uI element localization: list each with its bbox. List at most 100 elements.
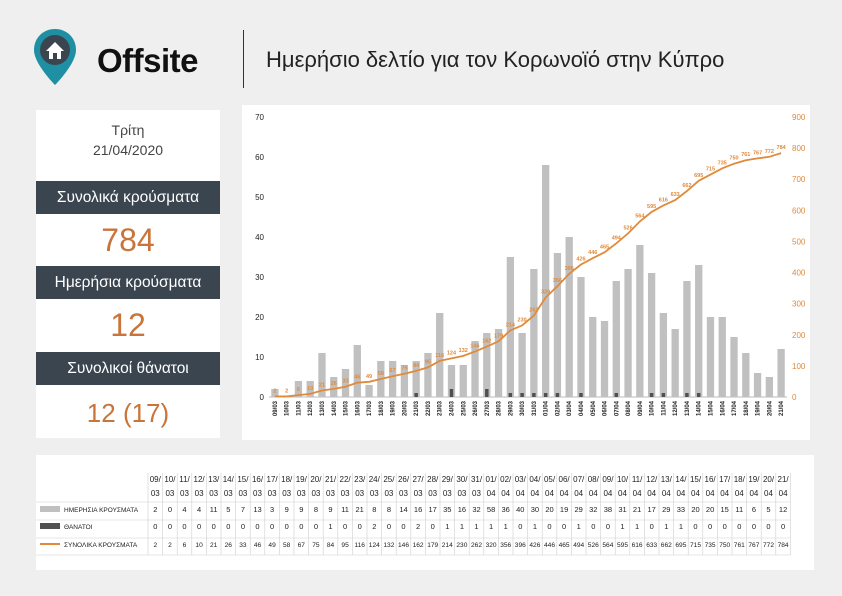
table-cell: 735	[705, 542, 716, 549]
table-cell: 0	[708, 522, 712, 531]
daily-cases-bar	[341, 369, 350, 397]
daily-cases-bar	[506, 257, 514, 397]
table-cell: 0	[606, 522, 610, 531]
table-cell: 58	[283, 542, 291, 549]
chart-panel: 0 10 20 30 40 50 60 70 0 100 200 300 400 500 600 700 800…	[242, 105, 810, 440]
table-cell: 33	[239, 542, 247, 549]
table-cell: 8	[314, 505, 318, 514]
table-cell: 31	[618, 505, 626, 514]
table-cell: 0	[431, 522, 435, 531]
deaths-bar	[579, 393, 583, 397]
table-row-label: ΗΜΕΡΗΣΙΑ ΚΡΟΥΣΜΑΤΑ	[64, 507, 139, 514]
table-cell: 49	[268, 542, 276, 549]
table-cell: 262	[471, 542, 482, 549]
total-cases-data-label: 6	[297, 387, 300, 393]
table-cell: 0	[737, 522, 741, 531]
x-axis-tick-label: 15/04	[708, 400, 714, 416]
table-cell: 0	[387, 522, 391, 531]
daily-cases-bar	[742, 353, 750, 397]
x-axis-tick-label: 11/03	[296, 400, 302, 415]
total-cases-data-label: 124	[447, 350, 457, 356]
right-axis-tick-label: 800	[792, 144, 806, 153]
daily-cases-bar	[400, 365, 409, 397]
left-axis-tick-label: 10	[255, 353, 264, 362]
x-axis-tick-label: 15/03	[344, 400, 350, 416]
deaths-bar	[614, 393, 619, 397]
total-cases-data-label: 662	[682, 183, 691, 189]
table-cell: 0	[562, 522, 566, 531]
table-date-header: 04	[618, 489, 627, 498]
table-cell: 29	[575, 505, 583, 514]
daily-cases-bar	[695, 265, 703, 397]
table-date-header: 11/	[179, 475, 190, 484]
x-axis-tick-label: 20/04	[767, 400, 773, 416]
table-date-header: 13/	[661, 475, 673, 484]
table-cell: 2	[153, 542, 157, 549]
table-date-header: 15/	[690, 475, 702, 484]
table-cell: 3	[270, 505, 274, 514]
daily-cases-value: 12	[110, 307, 146, 343]
total-cases-data-label: 695	[694, 173, 703, 179]
table-date-header: 16/	[705, 475, 717, 484]
table-cell: 0	[168, 522, 172, 531]
x-axis-tick-label: 31/03	[532, 400, 538, 416]
table-cell: 0	[693, 522, 697, 531]
table-cell: 20	[691, 505, 699, 514]
x-axis-tick-label: 13/03	[320, 400, 326, 416]
table-date-header: 04	[589, 489, 598, 498]
x-axis-tick-label: 19/04	[756, 400, 762, 416]
table-date-header: 04	[749, 489, 758, 498]
table-date-header: 03	[151, 489, 160, 498]
table-cell: 767	[748, 542, 759, 549]
table-cell: 662	[661, 542, 672, 549]
table-date-header: 04	[516, 489, 525, 498]
location-pin-icon	[34, 29, 76, 85]
deaths-bar	[661, 393, 666, 397]
total-cases-data-label: 214	[506, 322, 516, 328]
table-cell: 446	[544, 542, 555, 549]
table-cell: 1	[460, 522, 464, 531]
table-cell: 595	[617, 542, 628, 549]
table-date-header: 03	[457, 489, 466, 498]
table-date-header: 19/	[748, 475, 760, 484]
table-cell: 17	[429, 505, 437, 514]
table-cell: 20	[545, 505, 553, 514]
table-date-header: 03	[253, 489, 262, 498]
table-cell: 616	[632, 542, 643, 549]
table-cell: 1	[489, 522, 493, 531]
table-date-header: 17/	[267, 475, 279, 484]
x-axis-tick-label: 17/04	[732, 400, 738, 416]
table-date-header: 09/	[602, 475, 614, 484]
table-cell: 9	[328, 505, 332, 514]
table-cell: 116	[354, 542, 365, 549]
table-cell: 356	[500, 542, 511, 549]
data-table-panel: 09/03 10/03 11/03 12/03 13/03 14/03 15/03 16/03…	[36, 455, 814, 570]
total-deaths-label: Συνολικοί θάνατοι	[36, 352, 220, 385]
table-date-header: 03/	[515, 475, 527, 484]
daily-cases-bar	[577, 277, 585, 397]
table-date-header: 04	[633, 489, 642, 498]
table-date-header: 09/	[150, 475, 162, 484]
summary-panel: Τρίτη 21/04/2020 Συνολικά κρούσματα 784 …	[36, 110, 220, 438]
total-cases-data-label: 67	[390, 368, 396, 374]
daily-cases-bar	[600, 321, 609, 397]
table-cell: 0	[299, 522, 303, 531]
table-cell: 1	[679, 522, 683, 531]
right-axis-tick-label: 100	[792, 362, 806, 371]
table-cell: 15	[721, 505, 729, 514]
table-cell: 35	[443, 505, 451, 514]
total-cases-data-label: 526	[623, 225, 632, 231]
table-date-header: 05/	[544, 475, 556, 484]
total-deaths-value: 12 (17)	[86, 398, 170, 428]
total-cases-data-label: 84	[413, 363, 420, 369]
x-axis-tick-label: 22/03	[426, 400, 432, 416]
x-axis-tick-label: 17/03	[367, 400, 373, 416]
daily-cases-bar	[530, 269, 538, 397]
daily-cases-bar	[753, 373, 762, 397]
table-cell: 124	[369, 542, 380, 549]
table-cell: 526	[588, 542, 599, 549]
x-axis-tick-label: 24/03	[449, 400, 455, 416]
total-cases-data-label: 58	[378, 371, 384, 377]
daily-cases-bar	[624, 269, 632, 397]
table-cell: 12	[779, 505, 787, 514]
